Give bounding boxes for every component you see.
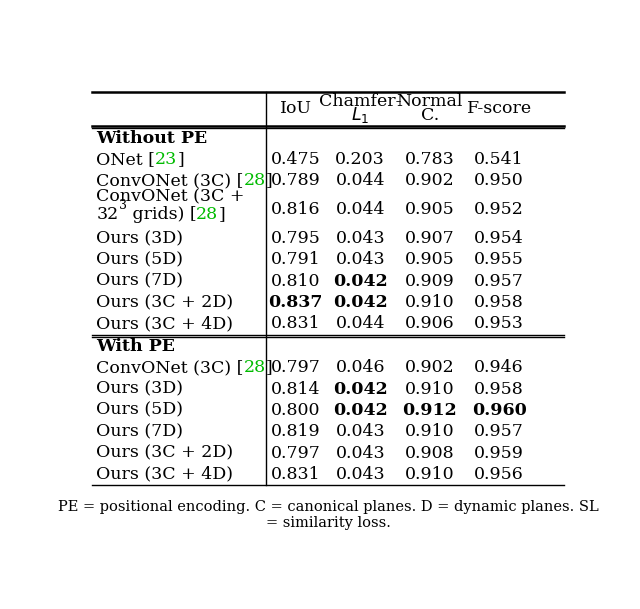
Text: 0.907: 0.907 <box>405 230 454 247</box>
Text: 0.953: 0.953 <box>474 315 524 333</box>
Text: 0.043: 0.043 <box>335 466 385 483</box>
Text: 0.954: 0.954 <box>474 230 524 247</box>
Text: 0.797: 0.797 <box>271 445 321 462</box>
Text: 0.952: 0.952 <box>474 201 524 218</box>
Text: 0.905: 0.905 <box>405 201 454 218</box>
Text: 0.814: 0.814 <box>271 381 321 398</box>
Text: 0.043: 0.043 <box>335 252 385 269</box>
Text: Ours (3C + 4D): Ours (3C + 4D) <box>97 315 234 333</box>
Text: 0.909: 0.909 <box>405 273 454 290</box>
Text: 0.042: 0.042 <box>333 273 388 290</box>
Text: 32: 32 <box>97 206 118 223</box>
Text: 0.912: 0.912 <box>403 402 457 419</box>
Text: ONet [: ONet [ <box>97 151 156 167</box>
Text: 0.910: 0.910 <box>405 466 454 483</box>
Text: 0.831: 0.831 <box>271 315 321 333</box>
Text: 28: 28 <box>196 206 218 223</box>
Text: 28: 28 <box>244 172 266 189</box>
Text: 0.042: 0.042 <box>333 294 388 311</box>
Text: Chamfer-: Chamfer- <box>319 93 401 110</box>
Text: 0.043: 0.043 <box>335 423 385 440</box>
Text: 0.541: 0.541 <box>474 151 524 167</box>
Text: F-score: F-score <box>467 100 532 117</box>
Text: Normal: Normal <box>397 93 463 110</box>
Text: 0.789: 0.789 <box>271 172 321 189</box>
Text: 0.957: 0.957 <box>474 273 524 290</box>
Text: 0.958: 0.958 <box>474 381 524 398</box>
Text: Ours (7D): Ours (7D) <box>97 423 184 440</box>
Text: ConvONet (3C) [: ConvONet (3C) [ <box>97 359 244 376</box>
Text: 0.955: 0.955 <box>474 252 524 269</box>
Text: PE = positional encoding. C = canonical planes. D = dynamic planes. SL
= similar: PE = positional encoding. C = canonical … <box>58 500 598 530</box>
Text: 0.902: 0.902 <box>405 172 454 189</box>
Text: 0.837: 0.837 <box>269 294 323 311</box>
Text: 23: 23 <box>156 151 177 167</box>
Text: 0.043: 0.043 <box>335 445 385 462</box>
Text: 0.044: 0.044 <box>335 201 385 218</box>
Text: 0.910: 0.910 <box>405 294 454 311</box>
Text: 0.042: 0.042 <box>333 402 388 419</box>
Text: IoU: IoU <box>280 100 312 117</box>
Text: 0.042: 0.042 <box>333 381 388 398</box>
Text: 0.044: 0.044 <box>335 315 385 333</box>
Text: 0.957: 0.957 <box>474 423 524 440</box>
Text: 0.908: 0.908 <box>405 445 454 462</box>
Text: Without PE: Without PE <box>97 130 207 147</box>
Text: ConvONet (3C) [: ConvONet (3C) [ <box>97 172 244 189</box>
Text: 0.910: 0.910 <box>405 423 454 440</box>
Text: 0.791: 0.791 <box>271 252 321 269</box>
Text: 3: 3 <box>118 199 127 213</box>
Text: 0.946: 0.946 <box>474 359 524 376</box>
Text: 0.958: 0.958 <box>474 294 524 311</box>
Text: 0.906: 0.906 <box>405 315 454 333</box>
Text: Ours (3C + 2D): Ours (3C + 2D) <box>97 294 234 311</box>
Text: Ours (3D): Ours (3D) <box>97 230 184 247</box>
Text: 0.959: 0.959 <box>474 445 524 462</box>
Text: 0.816: 0.816 <box>271 201 321 218</box>
Text: grids) [: grids) [ <box>127 206 196 223</box>
Text: Ours (5D): Ours (5D) <box>97 252 184 269</box>
Text: 0.956: 0.956 <box>474 466 524 483</box>
Text: 0.902: 0.902 <box>405 359 454 376</box>
Text: ]: ] <box>266 172 273 189</box>
Text: 0.800: 0.800 <box>271 402 321 419</box>
Text: With PE: With PE <box>97 339 175 356</box>
Text: 28: 28 <box>244 359 266 376</box>
Text: 0.810: 0.810 <box>271 273 321 290</box>
Text: 0.819: 0.819 <box>271 423 321 440</box>
Text: ]: ] <box>218 206 225 223</box>
Text: 0.910: 0.910 <box>405 381 454 398</box>
Text: 0.795: 0.795 <box>271 230 321 247</box>
Text: $L_1$: $L_1$ <box>351 105 369 125</box>
Text: 0.905: 0.905 <box>405 252 454 269</box>
Text: 0.046: 0.046 <box>335 359 385 376</box>
Text: Ours (5D): Ours (5D) <box>97 402 184 419</box>
Text: ]: ] <box>177 151 184 167</box>
Text: ]: ] <box>266 359 273 376</box>
Text: Ours (3C + 2D): Ours (3C + 2D) <box>97 445 234 462</box>
Text: Ours (3D): Ours (3D) <box>97 381 184 398</box>
Text: 0.950: 0.950 <box>474 172 524 189</box>
Text: 0.044: 0.044 <box>335 172 385 189</box>
Text: 0.203: 0.203 <box>335 151 385 167</box>
Text: 0.831: 0.831 <box>271 466 321 483</box>
Text: Ours (3C + 4D): Ours (3C + 4D) <box>97 466 234 483</box>
Text: 0.960: 0.960 <box>472 402 527 419</box>
Text: 0.797: 0.797 <box>271 359 321 376</box>
Text: 0.475: 0.475 <box>271 151 321 167</box>
Text: C.: C. <box>420 107 439 124</box>
Text: 0.043: 0.043 <box>335 230 385 247</box>
Text: 0.783: 0.783 <box>405 151 454 167</box>
Text: Ours (7D): Ours (7D) <box>97 273 184 290</box>
Text: ConvONet (3C +: ConvONet (3C + <box>97 188 245 205</box>
